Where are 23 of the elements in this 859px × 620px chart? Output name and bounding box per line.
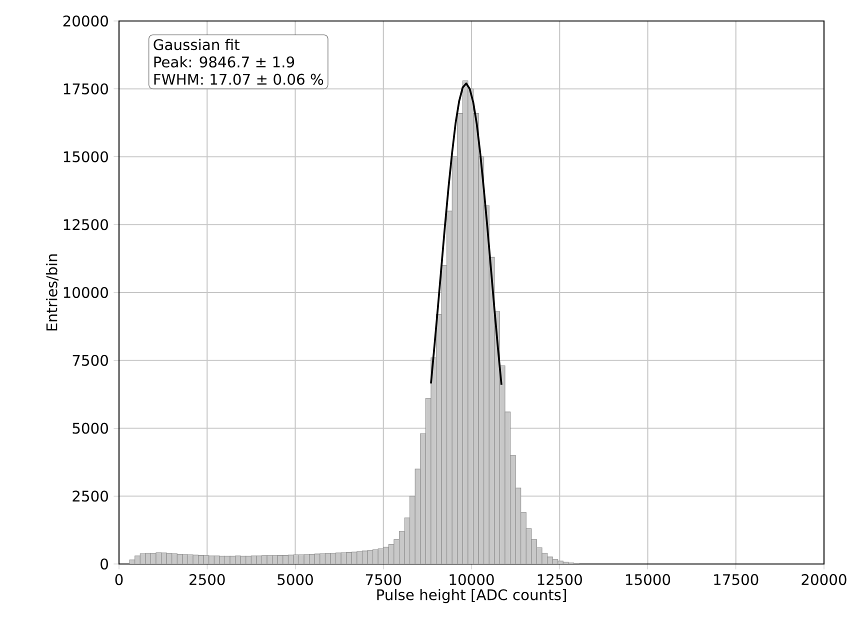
y-tick-label: 7500 xyxy=(72,354,108,366)
x-tick-label: 17500 xyxy=(714,574,758,586)
x-tick-label: 7500 xyxy=(366,574,402,586)
annotation: Gaussian fit xyxy=(154,38,240,50)
x-tick-label: 15000 xyxy=(626,574,670,586)
x-tick-label: 20000 xyxy=(802,574,846,586)
x-tick-label: 5000 xyxy=(278,574,313,586)
y-tick-label: 15000 xyxy=(64,151,108,162)
y-tick-label: 17500 xyxy=(64,83,108,94)
x-tick-label: 2500 xyxy=(190,574,225,586)
y-axis-title: Entries/bin xyxy=(46,254,58,330)
x-axis-title: Pulse height [ADC counts] xyxy=(377,588,566,604)
y-tick-label: 10000 xyxy=(64,286,108,298)
x-tick-label: 10000 xyxy=(450,574,494,586)
y-tick-label: 5000 xyxy=(72,422,108,434)
y-tick-label: 20000 xyxy=(63,15,108,27)
y-tick-label: 12500 xyxy=(64,219,108,230)
x-tick-label: 0 xyxy=(115,574,123,586)
y-tick-label: 0 xyxy=(100,558,108,570)
y-tick-label: 2500 xyxy=(72,490,108,502)
annotation: Peak: 9846.7 ± 1.9 xyxy=(154,56,294,68)
x-tick-label: 12500 xyxy=(538,574,582,586)
annotation: FWHM: 17.07 ± 0.06 % xyxy=(154,74,324,85)
